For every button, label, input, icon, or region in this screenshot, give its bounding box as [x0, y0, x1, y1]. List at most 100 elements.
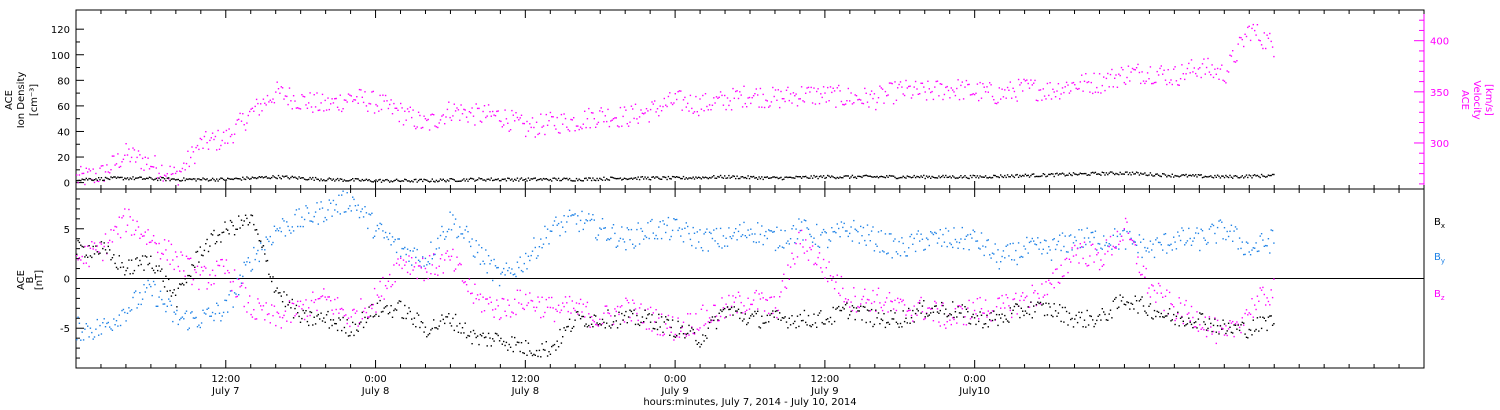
velocity-point: [514, 120, 516, 122]
by-point: [503, 267, 505, 270]
bz-point: [736, 311, 738, 314]
bz-point: [327, 296, 329, 298]
velocity-point: [967, 83, 969, 86]
bz-point: [763, 310, 766, 312]
bz-point: [354, 312, 357, 314]
bx-point: [803, 309, 806, 312]
velocity-point: [548, 120, 550, 122]
bx-point: [1193, 322, 1195, 324]
density-point: [354, 178, 357, 180]
bz-point: [588, 313, 590, 315]
bx-point: [936, 311, 939, 313]
bz-point: [184, 275, 186, 277]
density-tick-label: 80: [57, 76, 70, 87]
bx-point: [673, 335, 675, 338]
bx-point: [877, 312, 880, 314]
density-point: [227, 177, 229, 179]
velocity-point: [829, 86, 832, 88]
bz-point: [382, 276, 384, 279]
density-point: [779, 177, 781, 179]
bx-point: [894, 312, 896, 314]
bx-point: [810, 325, 812, 328]
bx-point: [319, 318, 321, 320]
bx-point: [735, 310, 737, 312]
bz-point: [413, 266, 416, 268]
by-point: [899, 255, 902, 257]
density-point: [190, 178, 192, 180]
bx-point: [699, 346, 701, 348]
b-axis-label-line1: ACE: [16, 270, 27, 290]
bz-point: [161, 252, 163, 255]
density-point: [150, 177, 152, 179]
density-point: [1039, 175, 1042, 178]
velocity-point: [531, 117, 534, 119]
by-point: [179, 319, 181, 321]
velocity-point: [445, 116, 447, 118]
bz-point: [824, 277, 826, 279]
by-point: [973, 231, 976, 233]
bz-point: [652, 312, 654, 314]
velocity-point: [143, 169, 145, 171]
bz-point: [945, 327, 947, 329]
velocity-point: [637, 122, 639, 124]
density-point: [509, 179, 512, 181]
bx-point: [611, 324, 613, 326]
by-point: [711, 237, 714, 240]
bx-point: [250, 214, 252, 216]
bx-point: [365, 321, 368, 324]
density-point: [242, 176, 244, 178]
bz-point: [367, 316, 369, 318]
velocity-point: [570, 118, 572, 121]
bz-point: [783, 273, 785, 275]
bz-point: [467, 290, 469, 293]
by-point: [641, 230, 644, 232]
density-point: [320, 178, 322, 180]
bx-point: [1009, 307, 1011, 309]
velocity-point: [239, 112, 241, 115]
density-point: [140, 176, 142, 178]
density-point: [1160, 175, 1162, 178]
velocity-point: [233, 133, 236, 135]
velocity-point: [118, 166, 120, 168]
density-point: [1118, 173, 1120, 176]
velocity-point: [725, 108, 727, 111]
velocity-point: [1097, 91, 1099, 94]
density-point: [1248, 174, 1250, 176]
bz-point: [1146, 292, 1149, 294]
density-point: [770, 177, 773, 179]
density-point: [614, 177, 616, 180]
velocity-point: [454, 110, 457, 112]
velocity-point: [1159, 67, 1161, 70]
velocity-point: [1068, 92, 1071, 94]
by-point: [133, 291, 136, 294]
bx-point: [290, 307, 292, 309]
bz-point: [1254, 304, 1256, 306]
bx-point: [511, 336, 513, 338]
bz-point: [459, 262, 461, 265]
velocity-point: [892, 103, 895, 105]
velocity-point: [460, 104, 462, 106]
density-point: [677, 176, 679, 178]
bz-point: [995, 306, 998, 308]
bz-point: [319, 297, 321, 300]
bz-point: [339, 308, 341, 310]
bx-point: [1086, 309, 1088, 312]
bx-point: [298, 315, 300, 318]
bx-point: [1227, 322, 1230, 324]
velocity-point: [280, 86, 282, 88]
bx-point: [1097, 315, 1099, 317]
bx-point: [196, 250, 199, 253]
bx-point: [781, 317, 784, 319]
velocity-point: [634, 103, 637, 105]
by-point: [888, 233, 891, 235]
bx-point: [482, 332, 484, 334]
by-point: [584, 222, 586, 224]
density-point: [325, 179, 328, 182]
density-point: [1149, 172, 1152, 174]
by-point: [198, 324, 200, 326]
by-point: [693, 232, 696, 234]
bx-point: [700, 343, 703, 346]
density-point: [91, 179, 93, 181]
bx-point: [921, 305, 924, 307]
by-point: [1237, 248, 1239, 250]
